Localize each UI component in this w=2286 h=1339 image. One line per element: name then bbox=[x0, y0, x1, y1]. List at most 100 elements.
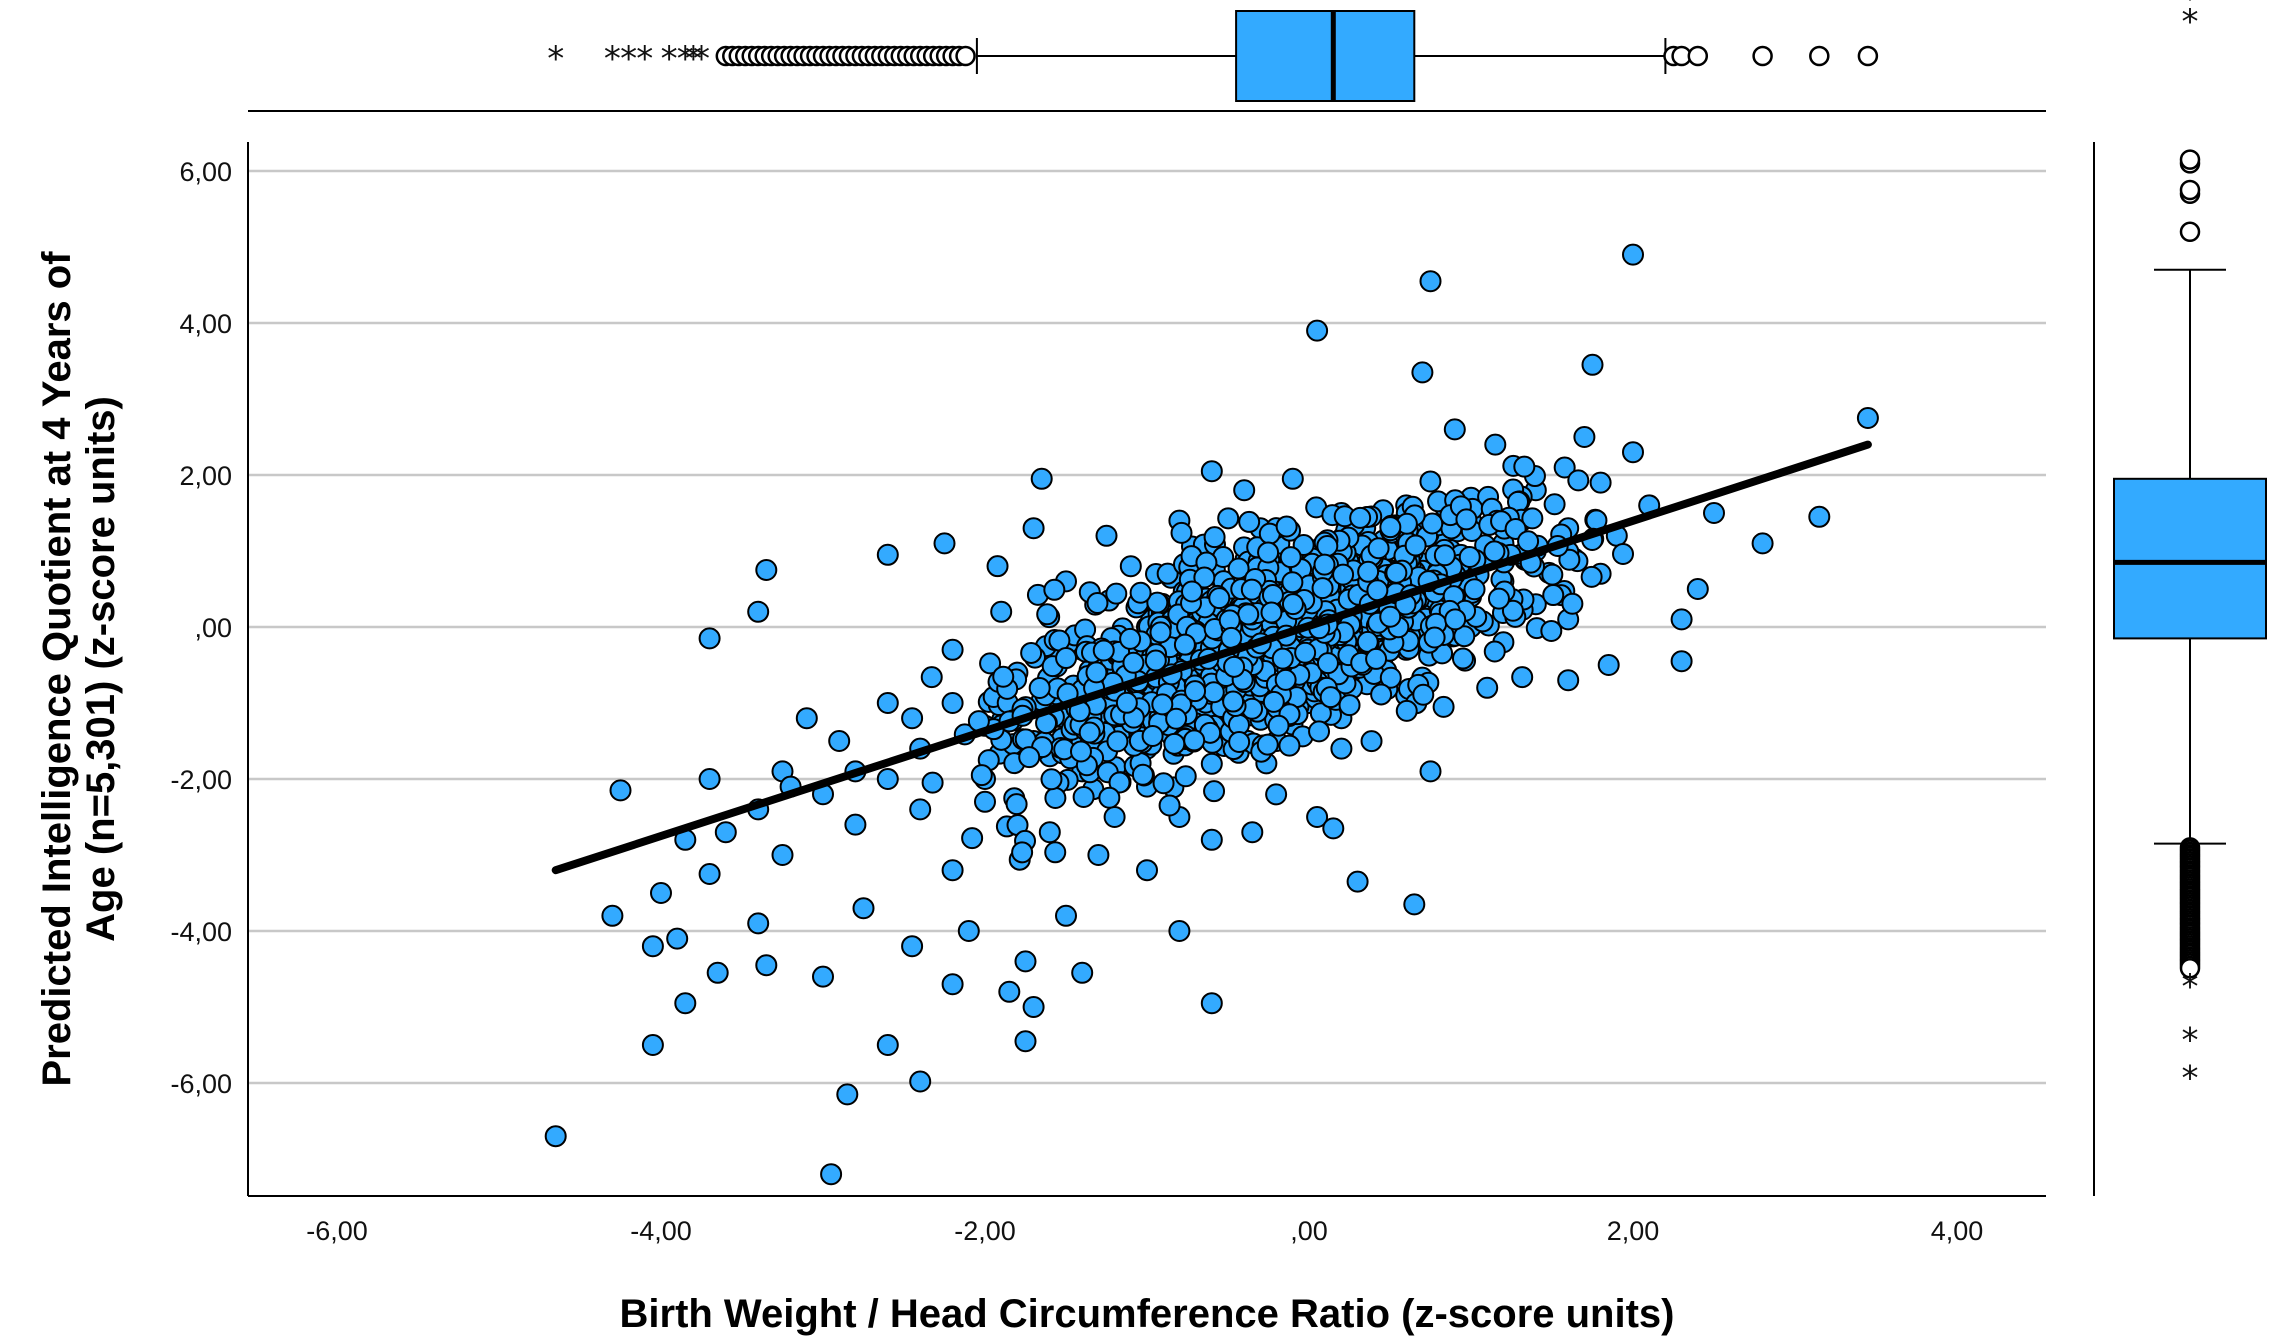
tick-labels: 6,00 4,00 2,00 ,00 -2,00 -4,00 -6,00 -6,00 -4,00… bbox=[170, 157, 1983, 1246]
data-point bbox=[1443, 418, 1466, 441]
y-tick-label: -2,00 bbox=[170, 765, 232, 795]
data-point bbox=[698, 863, 721, 885]
data-point bbox=[1087, 844, 1110, 866]
data-point bbox=[1332, 563, 1355, 586]
data-point bbox=[1338, 694, 1361, 717]
y-tick-label: -4,00 bbox=[170, 917, 232, 947]
data-point bbox=[1144, 649, 1167, 672]
data-point bbox=[755, 954, 778, 977]
data-point bbox=[1022, 996, 1045, 1018]
data-point bbox=[641, 935, 664, 958]
data-point bbox=[998, 980, 1021, 1003]
y-tick-label: 6,00 bbox=[179, 157, 232, 187]
data-point bbox=[674, 992, 697, 1015]
data-point bbox=[1476, 676, 1499, 699]
data-point bbox=[921, 771, 944, 794]
data-point bbox=[1040, 768, 1063, 791]
data-point bbox=[1078, 721, 1101, 744]
data-point bbox=[1200, 828, 1223, 851]
data-point bbox=[1208, 587, 1231, 610]
data-point bbox=[920, 666, 943, 689]
data-point bbox=[844, 813, 867, 836]
data-point bbox=[1086, 592, 1109, 615]
top-outlier-star: * bbox=[677, 39, 694, 79]
x-tick-label: 4,00 bbox=[1931, 1216, 1984, 1246]
data-point bbox=[544, 1125, 567, 1148]
y-tick-label: -6,00 bbox=[170, 1069, 232, 1099]
right-outlier-star: * bbox=[2182, 967, 2199, 1007]
y-tick-label: 4,00 bbox=[179, 309, 232, 339]
data-point bbox=[1367, 537, 1390, 560]
top-outlier-star: * bbox=[636, 39, 653, 79]
fit-line-group bbox=[551, 440, 1872, 875]
data-point bbox=[1168, 920, 1191, 942]
data-point bbox=[876, 1034, 899, 1056]
data-point bbox=[957, 920, 980, 942]
data-point bbox=[1573, 426, 1596, 448]
right-outlier-star: * bbox=[2182, 2, 2199, 42]
x-tick-label: 2,00 bbox=[1607, 1216, 1660, 1246]
data-point bbox=[1105, 582, 1128, 605]
data-point bbox=[1227, 557, 1250, 580]
right-outlier-circle bbox=[2179, 179, 2201, 201]
top-outlier-star: * bbox=[685, 39, 702, 79]
data-point bbox=[1200, 992, 1223, 1015]
top-outlier-star: * bbox=[620, 39, 637, 79]
top-outlier-circle bbox=[1809, 45, 1830, 67]
x-tick-label: ,00 bbox=[1290, 1216, 1328, 1246]
data-point bbox=[1184, 680, 1207, 703]
data-point bbox=[1856, 407, 1879, 429]
data-point bbox=[1360, 730, 1383, 753]
data-point bbox=[1200, 460, 1223, 483]
data-point bbox=[747, 912, 770, 935]
y-tick-label: ,00 bbox=[194, 613, 232, 643]
data-point bbox=[1274, 668, 1297, 691]
data-point bbox=[601, 904, 624, 927]
data-point bbox=[1119, 627, 1142, 650]
data-point bbox=[1557, 669, 1580, 692]
top-outlier-star: * bbox=[604, 39, 621, 79]
top-boxplot: * * * * * *** bbox=[248, 10, 2046, 112]
data-point bbox=[1346, 870, 1369, 893]
data-point bbox=[901, 935, 924, 958]
data-point bbox=[1055, 647, 1078, 670]
data-point bbox=[1322, 817, 1345, 840]
data-point bbox=[1257, 541, 1280, 564]
top-outlier-star: * bbox=[661, 39, 678, 79]
data-point bbox=[876, 768, 899, 790]
data-point bbox=[1275, 515, 1298, 538]
data-point bbox=[1228, 731, 1251, 754]
data-point bbox=[1458, 546, 1481, 569]
data-point bbox=[1419, 760, 1442, 783]
right-outlier-star: * bbox=[2182, 1058, 2199, 1098]
data-point bbox=[1256, 733, 1279, 756]
data-point bbox=[1308, 720, 1331, 743]
data-point bbox=[909, 1070, 932, 1093]
data-point bbox=[1517, 530, 1540, 553]
top-box-iqr bbox=[1235, 10, 1416, 102]
data-point bbox=[1238, 510, 1261, 533]
axes bbox=[247, 142, 2046, 1197]
data-point bbox=[1294, 641, 1317, 664]
right-outlier-circle bbox=[2179, 149, 2201, 170]
data-point bbox=[1316, 535, 1339, 558]
data-point bbox=[1156, 562, 1179, 585]
data-point bbox=[1200, 752, 1223, 775]
data-point bbox=[1581, 353, 1604, 376]
data-point bbox=[1686, 578, 1709, 600]
data-point bbox=[1542, 584, 1565, 607]
data-point bbox=[1306, 319, 1329, 342]
data-point bbox=[1521, 507, 1544, 530]
data-point bbox=[1072, 785, 1095, 808]
data-point bbox=[1119, 555, 1142, 578]
data-point bbox=[1423, 626, 1446, 649]
data-point bbox=[1561, 592, 1584, 615]
data-point bbox=[641, 1034, 664, 1056]
data-point bbox=[1751, 532, 1774, 555]
data-point bbox=[714, 821, 737, 844]
data-point bbox=[1463, 578, 1486, 601]
data-point bbox=[1085, 661, 1108, 684]
data-point bbox=[1622, 243, 1644, 266]
data-point bbox=[1163, 732, 1186, 755]
